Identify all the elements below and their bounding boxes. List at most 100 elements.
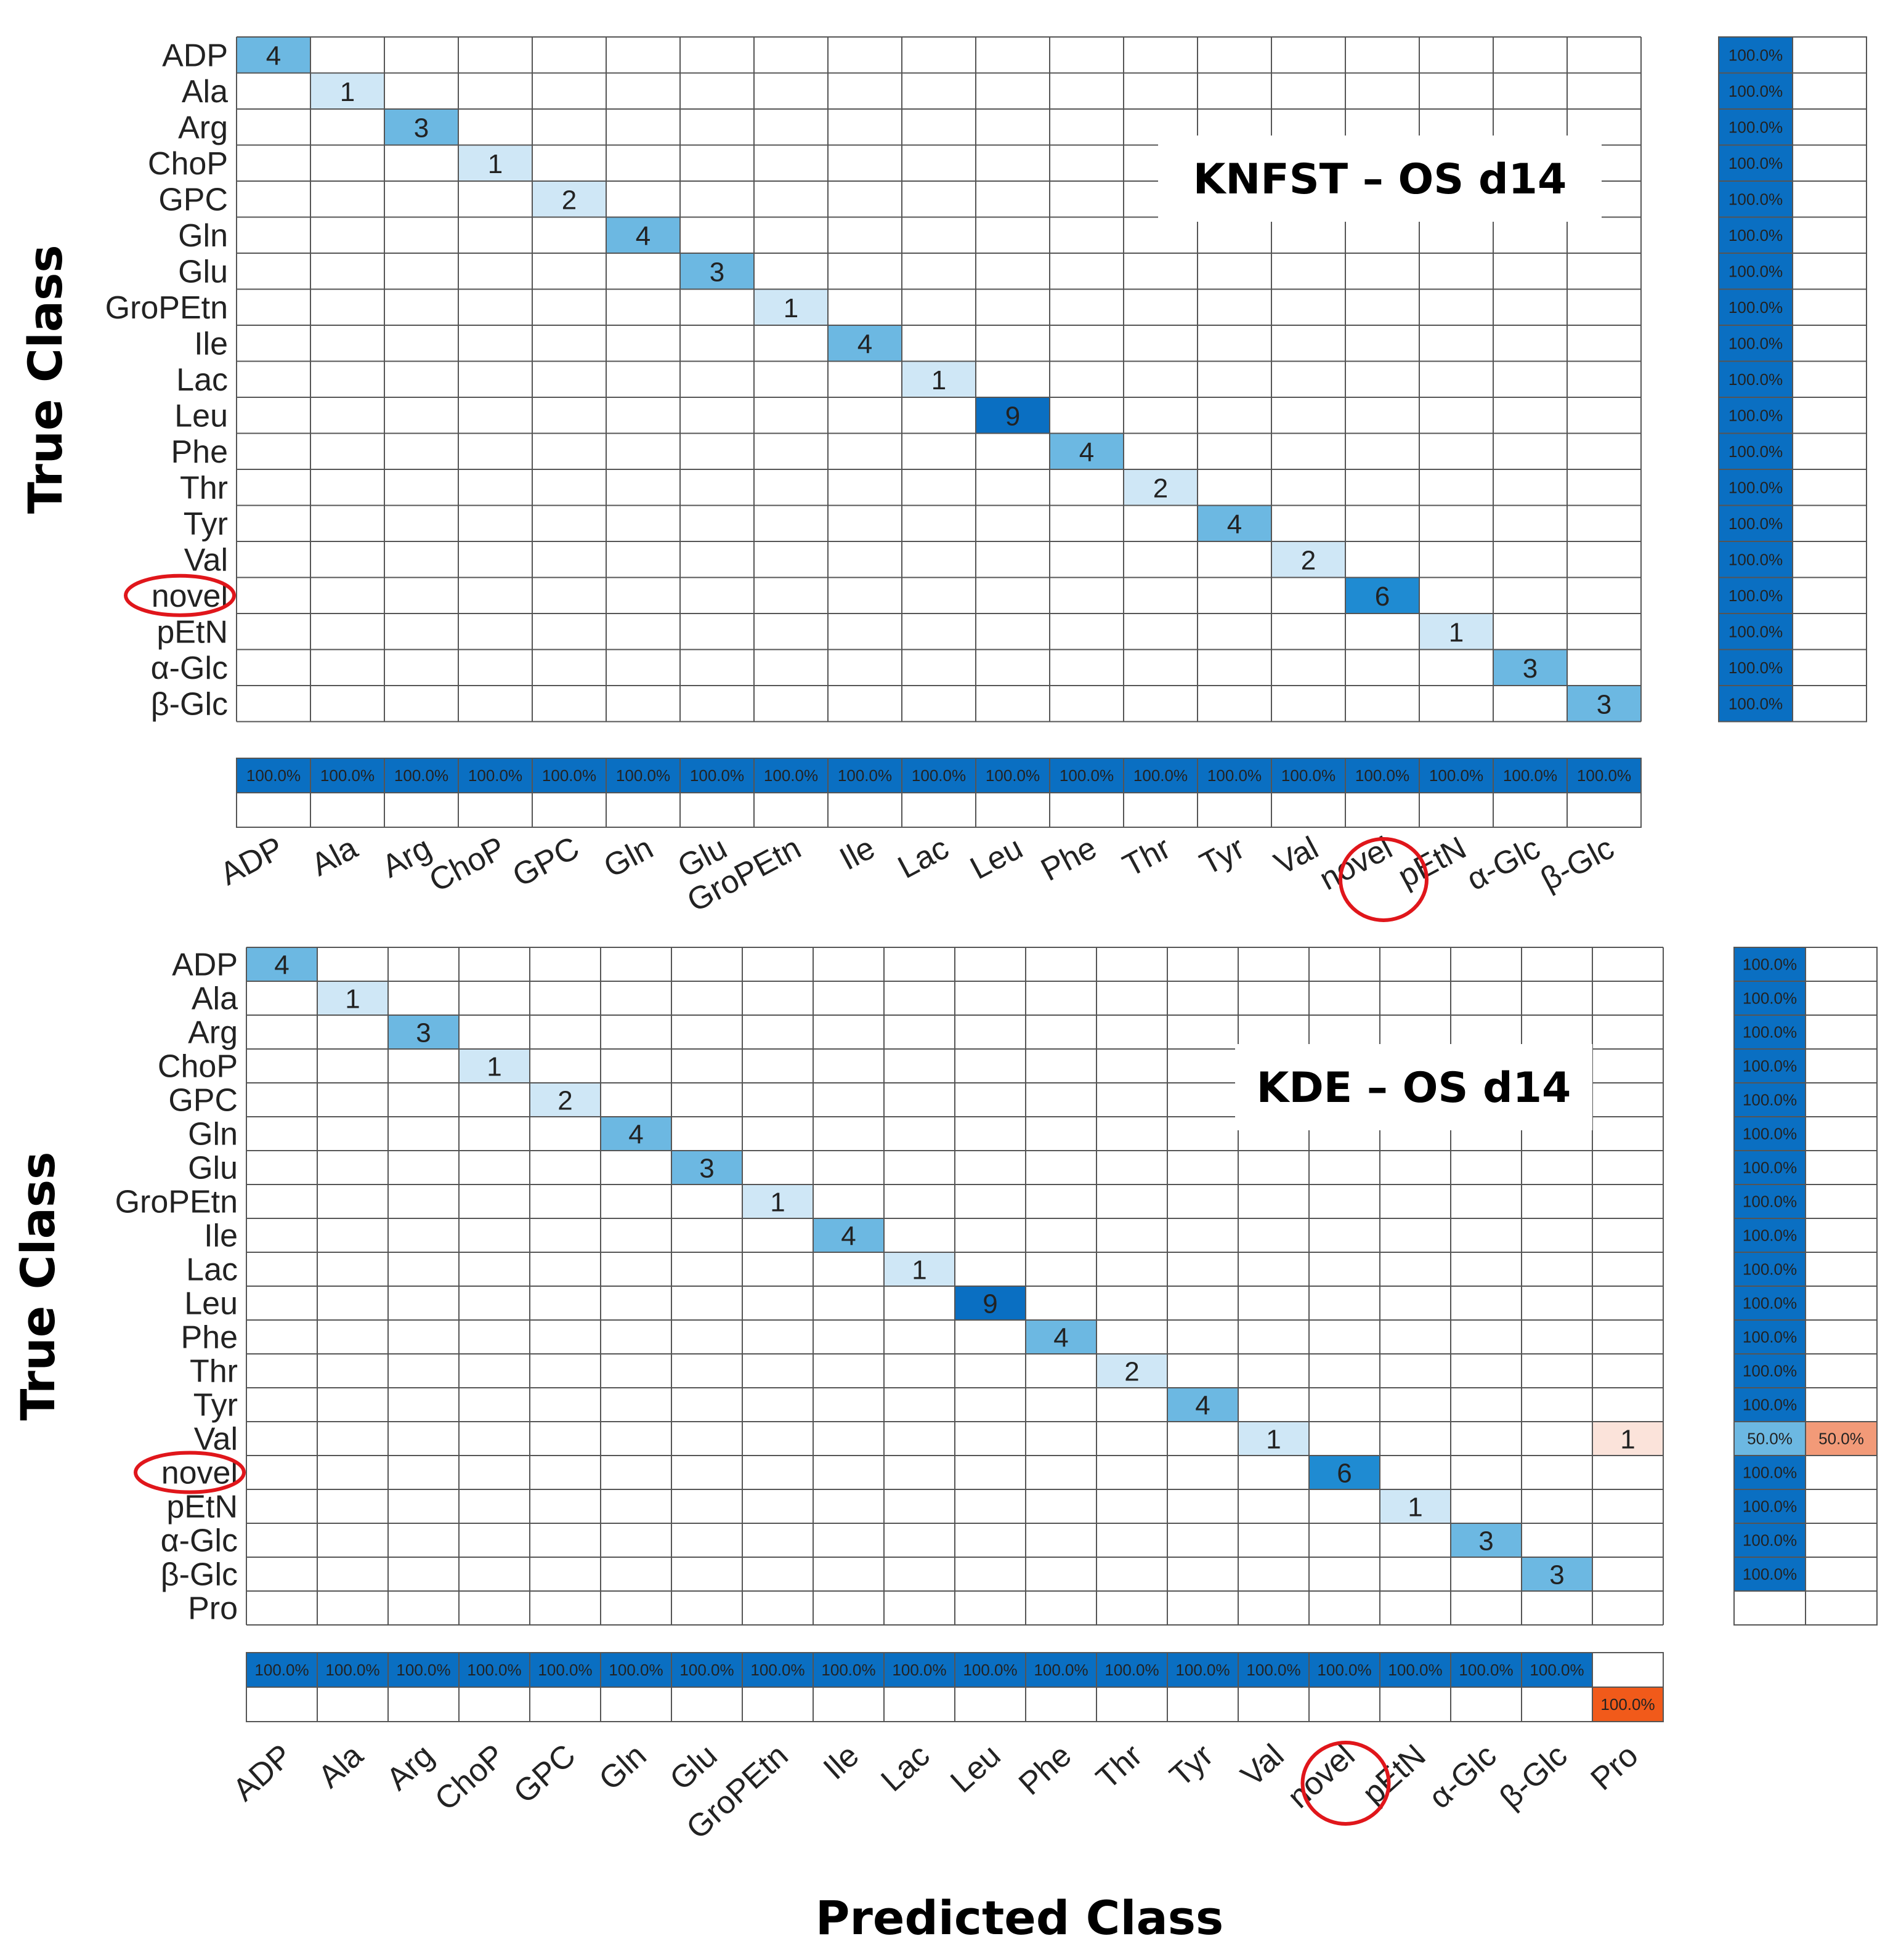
row-summary-value: 100.0% xyxy=(1743,1531,1797,1550)
col-summary-cell xyxy=(679,792,755,828)
matrix-cell-chop-chop xyxy=(458,145,532,181)
x-tick-label-gln: Gln xyxy=(598,830,659,885)
panel-title: KDE – OS d14 xyxy=(1257,1064,1571,1112)
col-summary-value: 100.0% xyxy=(467,1661,521,1679)
row-summary-cell xyxy=(1792,253,1867,290)
col-summary-cell xyxy=(384,792,459,828)
matrix-cell-glu-glu xyxy=(671,1151,742,1185)
row-summary-value: 100.0% xyxy=(1743,1328,1797,1346)
row-summary-cell xyxy=(1792,469,1867,506)
matrix-cell-leu-leu xyxy=(955,1286,1026,1320)
col-summary-value: 100.0% xyxy=(246,766,301,785)
matrix-cell-leu-leu xyxy=(976,397,1050,434)
row-summary-cell xyxy=(1733,1421,1806,1456)
x-tick-label-val: Val xyxy=(1234,1738,1291,1794)
col-summary-cell xyxy=(310,758,385,793)
col-summary-cell xyxy=(532,792,607,828)
row-summary-value: 100.0% xyxy=(1729,550,1783,569)
cell-value: 1 xyxy=(340,77,355,107)
matrix-cell-adp-adp xyxy=(246,947,317,981)
col-summary-cell xyxy=(1197,792,1272,828)
cell-value: 4 xyxy=(1053,1323,1068,1353)
col-summary-cell xyxy=(532,758,607,793)
col-summary-cell xyxy=(1592,1687,1664,1722)
column-highlight-ellipse xyxy=(1300,1741,1391,1826)
col-summary-value: 100.0% xyxy=(690,766,744,785)
row-summary-cell xyxy=(1805,981,1878,1016)
row-label-chop: ChoP xyxy=(148,146,228,182)
col-summary-cell xyxy=(1345,792,1420,828)
col-summary-cell xyxy=(1123,792,1198,828)
row-summary-cell xyxy=(1792,325,1867,362)
matrix-cell-val-val xyxy=(1271,541,1345,578)
col-summary-cell xyxy=(901,792,976,828)
row-label-pro: Pro xyxy=(188,1591,238,1627)
row-summary-cell xyxy=(1792,108,1867,146)
row-label-glu: Glu xyxy=(188,1151,238,1186)
col-summary-cell xyxy=(671,1652,743,1688)
row-summary-value: 100.0% xyxy=(1729,298,1783,317)
col-summary-cell xyxy=(387,1652,460,1688)
x-tick-label-leu: Leu xyxy=(965,830,1029,886)
x-tick-label-chop: ChoP xyxy=(424,830,511,899)
row-summary-value: 100.0% xyxy=(1729,442,1783,461)
matrix-cell-thr-thr xyxy=(1124,469,1198,506)
cell-value: 2 xyxy=(557,1086,572,1116)
col-summary-cell xyxy=(753,758,829,793)
cell-value: 4 xyxy=(857,329,872,359)
matrix-cell-chop-chop xyxy=(459,1049,530,1083)
row-label-gln: Gln xyxy=(188,1117,238,1152)
col-summary-cell xyxy=(753,792,829,828)
row-summary-cell xyxy=(1733,1455,1806,1490)
col-summary-cell xyxy=(813,1687,885,1722)
col-summary-cell xyxy=(1419,792,1494,828)
title-box xyxy=(1158,136,1602,222)
col-summary-cell xyxy=(600,1687,672,1722)
row-summary-value: 100.0% xyxy=(1729,478,1783,496)
row-summary-cell xyxy=(1805,1523,1878,1558)
row-label-gpc: GPC xyxy=(158,182,228,217)
panel-title: KNFST – OS d14 xyxy=(1193,155,1567,204)
col-summary-value: 100.0% xyxy=(394,766,448,785)
x-tick-label-lac: Lac xyxy=(874,1738,936,1799)
col-summary-value: 100.0% xyxy=(542,766,596,785)
cell-value: 4 xyxy=(1195,1391,1210,1421)
row-summary-cell xyxy=(1718,577,1793,614)
col-summary-value: 100.0% xyxy=(320,766,375,785)
row-summary-value: 100.0% xyxy=(1743,1362,1797,1380)
row-highlight-ellipse xyxy=(134,1451,246,1494)
x-tick-label-tyr: Tyr xyxy=(1163,1738,1220,1794)
row-summary-value: 100.0% xyxy=(1729,46,1783,64)
col-summary-cell xyxy=(317,1652,389,1688)
row-summary-value: 100.0% xyxy=(1729,586,1783,605)
row-summary-value: 100.0% xyxy=(1729,154,1783,172)
matrix-cell-phe-phe xyxy=(1050,433,1124,469)
cell-value: 4 xyxy=(636,221,651,251)
col-summary-cell xyxy=(236,792,311,828)
matrix-cell-petn-petn xyxy=(1419,614,1493,650)
row-label-adp: ADP xyxy=(172,947,238,983)
row-summary-cell xyxy=(1792,360,1867,398)
row-label-ala: Ala xyxy=(192,981,238,1017)
row-summary-cell xyxy=(1792,180,1867,218)
col-summary-cell xyxy=(1450,1652,1522,1688)
x-tick-label-thr: Thr xyxy=(1117,830,1177,884)
row-summary-value: 100.0% xyxy=(1743,1497,1797,1516)
row-summary-cell xyxy=(1805,1116,1878,1151)
matrix-cell-gpc-gpc xyxy=(530,1083,601,1117)
row-label-gropetn: GroPEtn xyxy=(105,290,228,326)
row-label-leu: Leu xyxy=(174,398,228,434)
col-summary-cell xyxy=(1049,758,1124,793)
cell-value: 1 xyxy=(770,1188,785,1218)
row-label-val: Val xyxy=(194,1422,238,1457)
row-summary-value: 100.0% xyxy=(1729,514,1783,533)
col-summary-cell xyxy=(529,1652,601,1688)
cell-value: 4 xyxy=(1227,509,1242,540)
y-axis-title: True Class xyxy=(10,1152,65,1421)
cell-value: 2 xyxy=(562,185,577,215)
row-summary-value: 100.0% xyxy=(1729,262,1783,280)
col-summary-value: 100.0% xyxy=(838,766,892,785)
matrix-cell-ile-ile xyxy=(813,1218,884,1252)
matrix-cell-gln-gln xyxy=(601,1117,671,1151)
